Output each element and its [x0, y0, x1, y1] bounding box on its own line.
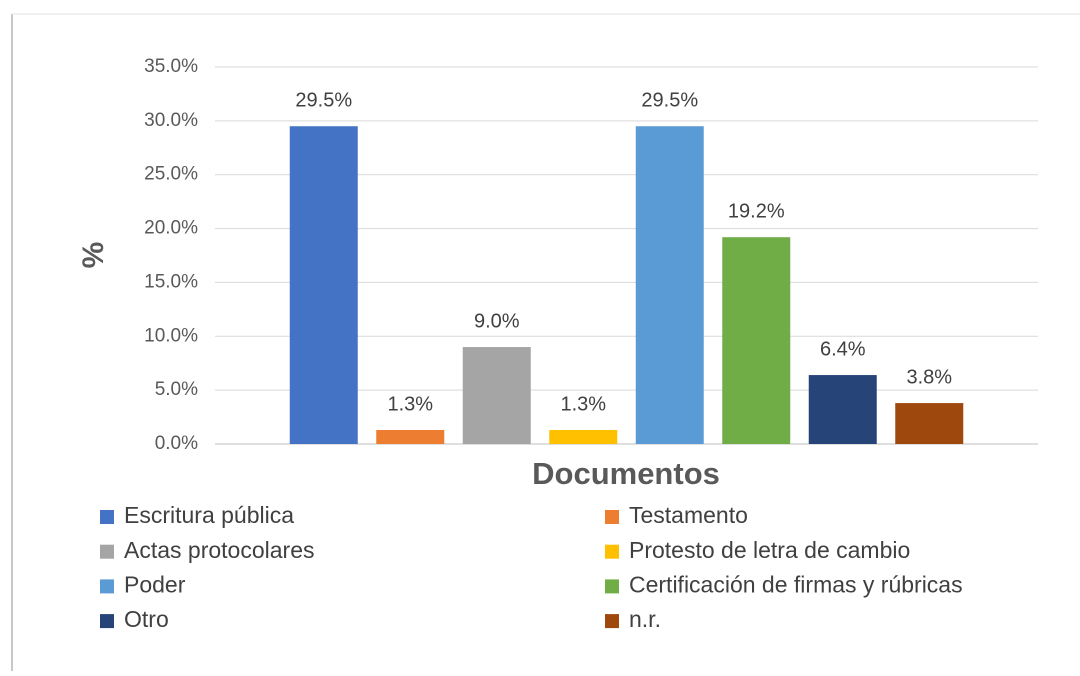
legend-label: n.r.	[629, 606, 661, 632]
bar	[376, 429, 445, 444]
bar	[549, 429, 618, 444]
y-tick-label: 10.0%	[144, 325, 198, 346]
legend-label: Testamento	[629, 502, 748, 528]
data-label: 3.8%	[906, 366, 952, 388]
y-tick-label: 5.0%	[155, 379, 198, 400]
legend-swatch	[605, 544, 619, 559]
data-label: 19.2%	[728, 200, 785, 222]
x-axis-title: Documentos	[532, 456, 720, 491]
legend-swatch	[100, 614, 114, 629]
legend-label: Poder	[124, 571, 186, 597]
y-tick-label: 0.0%	[155, 433, 198, 454]
y-tick-label: 35.0%	[144, 56, 198, 77]
y-axis-title: %	[77, 242, 110, 269]
bar	[808, 375, 877, 444]
legend-label: Protesto de letra de cambio	[629, 537, 910, 563]
bar	[722, 237, 791, 444]
y-tick-label: 25.0%	[144, 164, 198, 185]
data-label: 1.3%	[560, 393, 606, 415]
legend-label: Certificación de firmas y rúbricas	[629, 571, 963, 597]
legend-swatch	[100, 510, 114, 524]
legend-label: Escritura pública	[124, 502, 294, 528]
data-label: 9.0%	[474, 310, 520, 332]
data-label: 29.5%	[295, 90, 352, 112]
y-tick-label: 30.0%	[144, 110, 198, 131]
legend-label: Actas protocolares	[124, 537, 314, 563]
y-tick-label: 15.0%	[144, 271, 198, 292]
legend-swatch	[605, 579, 619, 594]
bar	[635, 126, 704, 444]
bar	[462, 347, 531, 444]
data-label: 1.3%	[387, 393, 433, 415]
legend-swatch	[100, 544, 114, 559]
y-tick-label: 20.0%	[144, 218, 198, 239]
legend-swatch	[100, 579, 114, 594]
legend-label: Otro	[124, 606, 169, 632]
legend-swatch	[605, 614, 619, 629]
data-label: 29.5%	[641, 90, 698, 112]
legend-swatch	[605, 510, 619, 524]
bar	[289, 126, 358, 444]
data-label: 6.4%	[820, 338, 866, 360]
bar	[895, 403, 964, 444]
